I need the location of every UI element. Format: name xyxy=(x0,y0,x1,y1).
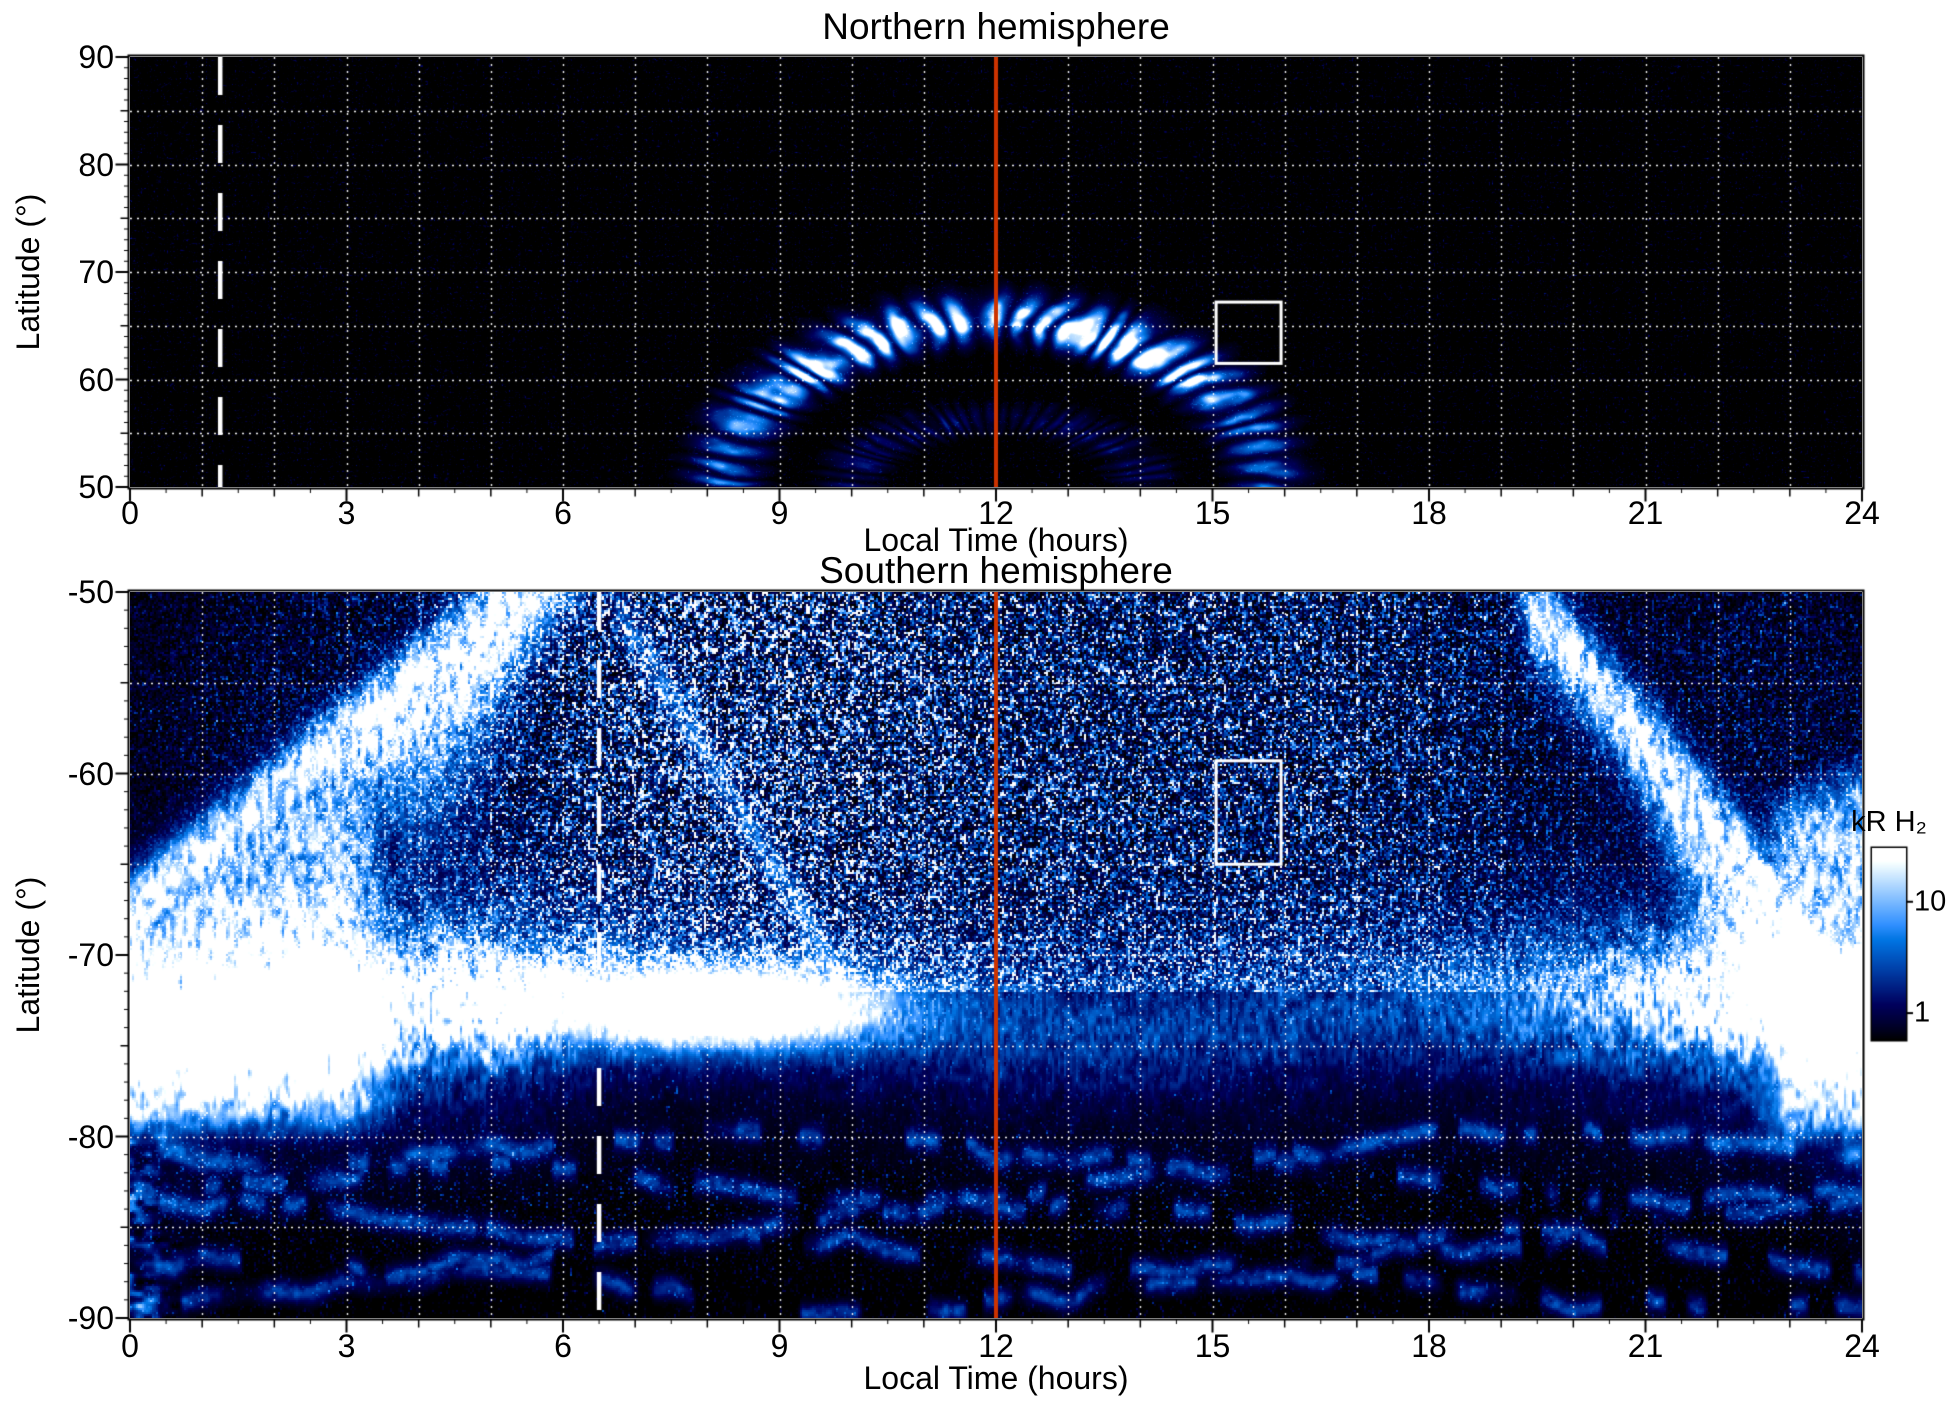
colorbar-tick-label-10: 10 xyxy=(1914,885,1947,918)
y-tick-label: -50 xyxy=(67,574,114,610)
north-heatmap-canvas xyxy=(130,57,1862,487)
x-tick-label: 9 xyxy=(770,495,789,531)
y-tick-label: 80 xyxy=(78,146,114,183)
y-tick-label: -90 xyxy=(67,1300,114,1336)
x-tick-label: 3 xyxy=(337,1328,356,1364)
y-tick-label: 70 xyxy=(78,254,114,290)
x-tick-label: 15 xyxy=(1194,1328,1231,1364)
north-panel-title: Northern hemisphere xyxy=(822,6,1170,47)
x-tick-label: 6 xyxy=(554,495,572,531)
colorbar-title: kR H₂ xyxy=(1851,806,1927,838)
y-tick-label: -60 xyxy=(67,755,114,792)
x-tick-label: 12 xyxy=(978,495,1014,531)
north-y-axis-label: Latitude (°) xyxy=(10,193,46,351)
x-tick-label: 18 xyxy=(1411,495,1447,531)
x-tick-label: 21 xyxy=(1627,495,1664,531)
south-x-axis-label: Local Time (hours) xyxy=(863,1360,1129,1396)
x-tick-label: 6 xyxy=(554,1328,572,1364)
x-tick-label: 0 xyxy=(121,1328,139,1364)
x-tick-label: 21 xyxy=(1627,1328,1664,1364)
x-tick-label: 24 xyxy=(1844,1328,1880,1364)
y-tick-label: 50 xyxy=(78,469,114,505)
y-tick-label: 90 xyxy=(78,39,114,75)
x-tick-label: 12 xyxy=(978,1328,1014,1364)
x-tick-label: 3 xyxy=(337,495,356,531)
south-y-axis-label: Latitude (°) xyxy=(10,876,46,1034)
x-tick-label: 0 xyxy=(121,495,139,531)
south-panel-title: Southern hemisphere xyxy=(819,550,1173,591)
x-tick-label: 15 xyxy=(1194,495,1231,531)
colorbar-tick-label-1: 1 xyxy=(1914,996,1931,1029)
x-tick-label: 9 xyxy=(770,1328,789,1364)
north-x-axis-label: Local Time (hours) xyxy=(863,522,1129,558)
x-tick-label: 18 xyxy=(1411,1328,1447,1364)
south-heatmap-canvas xyxy=(130,592,1862,1318)
y-tick-label: -70 xyxy=(67,937,114,973)
x-tick-label: 24 xyxy=(1844,495,1880,531)
y-tick-label: 60 xyxy=(78,361,114,398)
y-tick-label: -80 xyxy=(67,1118,114,1155)
